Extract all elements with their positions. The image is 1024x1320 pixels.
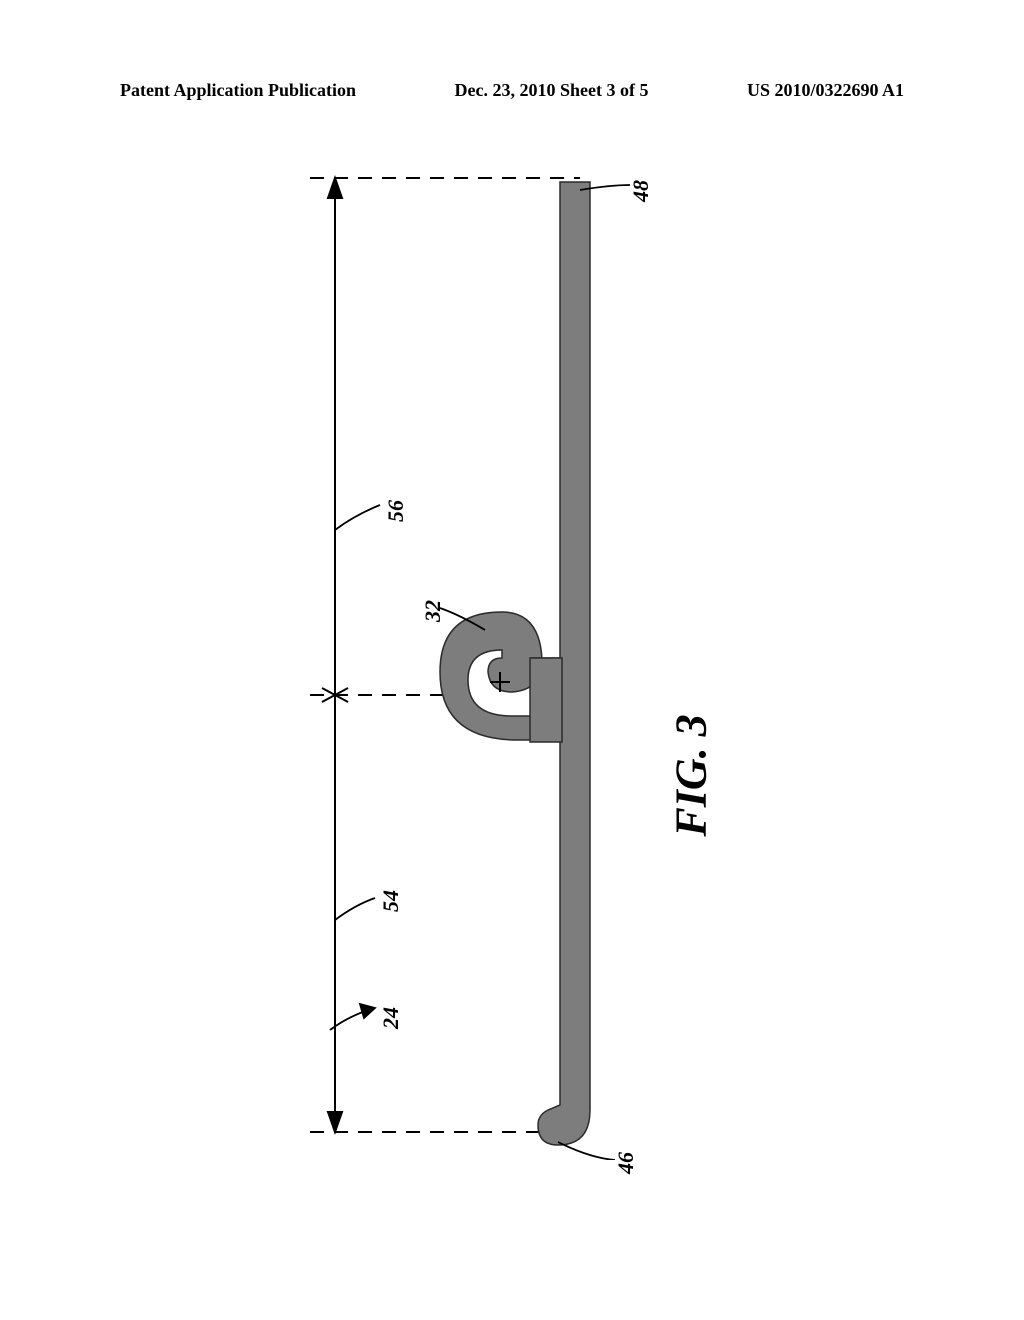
ref-48: 48 (628, 180, 654, 202)
header-left: Patent Application Publication (120, 80, 356, 101)
profile-cross-section (280, 160, 760, 1160)
dimension-lines (322, 178, 348, 1132)
figure-3: 24 54 56 32 48 46 FIG. 3 (280, 160, 760, 1160)
page-header: Patent Application Publication Dec. 23, … (0, 80, 1024, 101)
header-right: US 2010/0322690 A1 (747, 80, 904, 101)
ref-54: 54 (378, 890, 404, 912)
ref-56: 56 (383, 500, 409, 522)
profile-body (440, 182, 590, 1145)
ref-24: 24 (378, 1007, 404, 1029)
ref-46: 46 (613, 1152, 639, 1174)
header-center: Dec. 23, 2010 Sheet 3 of 5 (455, 80, 649, 101)
ref-32: 32 (420, 600, 446, 622)
figure-label: FIG. 3 (666, 714, 717, 836)
patent-page: Patent Application Publication Dec. 23, … (0, 0, 1024, 1320)
